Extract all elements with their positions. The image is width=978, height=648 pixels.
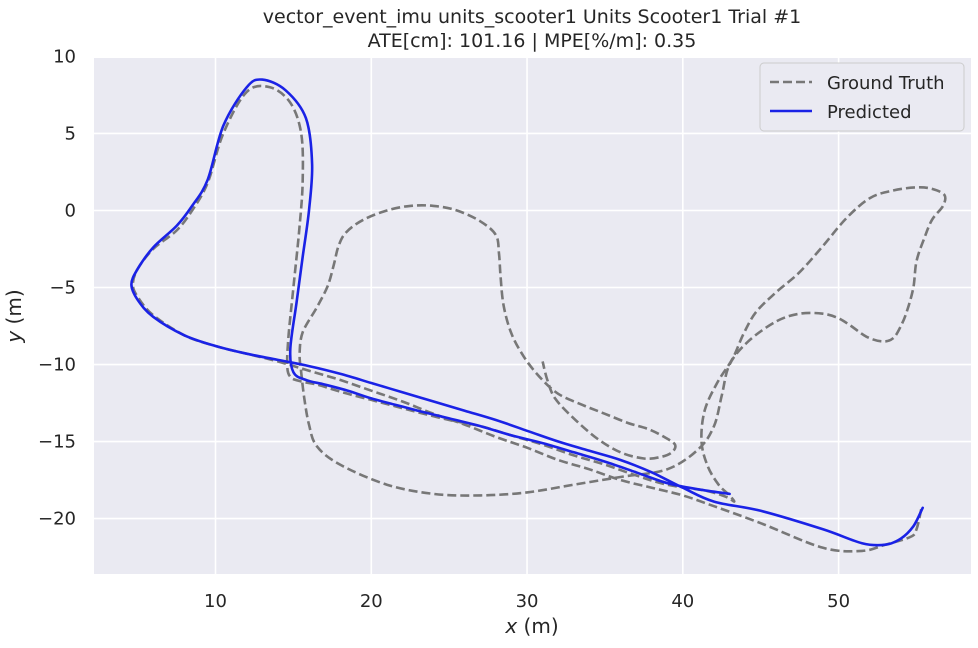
chart-title: vector_event_imu units_scooter1 Units Sc…	[263, 6, 801, 28]
legend-box	[759, 62, 965, 132]
x-axis-label: x (m)	[504, 614, 558, 638]
y-tick-label: 0	[65, 200, 76, 221]
y-axis-var: y	[2, 330, 26, 344]
y-tick-labels: 10 5 0 −5 −10 −15 −20	[38, 46, 76, 529]
x-axis-unit: (m)	[517, 614, 558, 638]
y-axis-label: y (m)	[2, 289, 26, 343]
x-tick-label: 30	[516, 591, 539, 612]
series-lines	[130, 78, 947, 553]
y-tick-label: −5	[49, 278, 76, 299]
plot-area	[94, 58, 971, 574]
y-axis-unit: (m)	[2, 289, 26, 330]
x-tick-label: 50	[827, 591, 850, 612]
x-tick-labels: 10 20 30 40 50	[204, 591, 850, 612]
legend-label-predicted: Predicted	[827, 102, 912, 123]
y-tick-label: −10	[38, 355, 76, 376]
y-tick-label: 5	[65, 123, 76, 144]
x-tick-label: 40	[671, 591, 694, 612]
y-tick-label: −20	[38, 509, 76, 530]
x-tick-label: 20	[360, 591, 383, 612]
x-axis-var: x	[504, 614, 517, 638]
grid-lines	[94, 55, 971, 574]
y-tick-label: −15	[38, 432, 76, 453]
legend-label-ground-truth: Ground Truth	[827, 73, 945, 94]
chart-subtitle: ATE[cm]: 101.16 | MPE[%/m]: 0.35	[368, 30, 697, 52]
y-tick-label: 10	[53, 46, 76, 67]
legend: Ground Truth Predicted	[759, 62, 965, 132]
x-tick-label: 10	[204, 591, 227, 612]
series-line-predicted	[130, 78, 924, 547]
